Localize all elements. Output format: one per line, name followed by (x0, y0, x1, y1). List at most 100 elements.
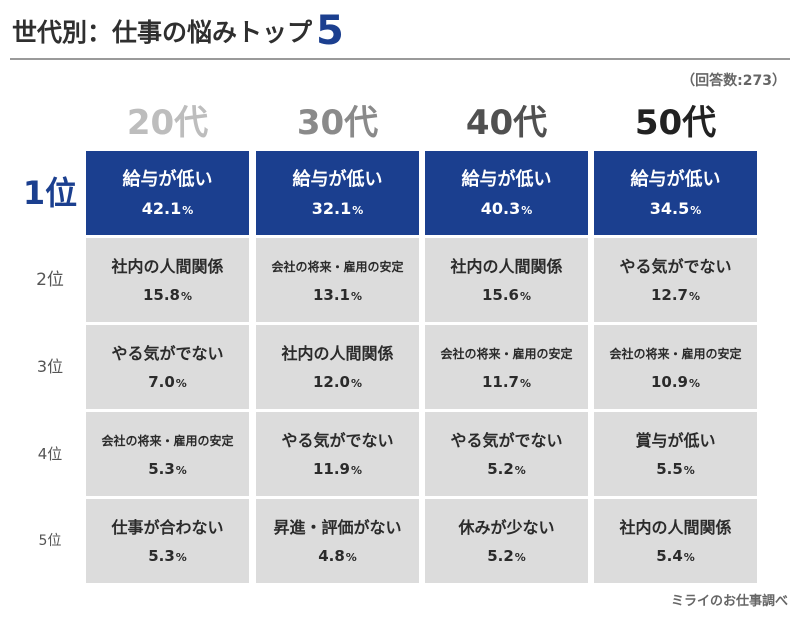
cell-label: やる気がでない (281, 431, 394, 450)
cell-value-number: 5.3 (148, 460, 175, 478)
page-title: 世代別：仕事の悩みトップ 5 (12, 8, 344, 54)
cell-value: 42.1% (142, 199, 194, 218)
cell-value-number: 5.4 (656, 547, 683, 565)
cell-value-unit: % (350, 290, 363, 303)
cell-value-unit: % (350, 464, 363, 477)
rank-label-4: 4位 (37, 445, 63, 463)
cell-value-unit: % (175, 551, 187, 564)
rank-label-2: 2位 (36, 270, 64, 290)
cell-value-unit: % (175, 377, 187, 390)
cell-rank2-col2: 会社の将来・雇用の安定 13.1% (256, 238, 419, 322)
cell-value-number: 13.1 (312, 286, 350, 304)
cell-value-unit: % (345, 551, 357, 564)
cell-label: 社内の人間関係 (281, 344, 394, 363)
cell-rank2-col4: やる気がでない 12.7% (594, 238, 757, 322)
cell-value: 13.1% (313, 286, 362, 304)
cell-label: 休みが少ない (458, 518, 555, 537)
cell-value-number: 10.9 (650, 373, 688, 391)
cell-label: 社内の人間関係 (450, 257, 563, 276)
cell-rank1-col2: 給与が低い 32.1% (256, 151, 419, 235)
cell-value: 4.8% (318, 547, 357, 565)
rank-label-5: 5位 (38, 533, 62, 549)
cell-value-number: 34.5 (649, 198, 690, 218)
cell-value-unit: % (175, 464, 187, 477)
cell-label: 会社の将来・雇用の安定 (609, 347, 742, 361)
cell-rank5-col1: 仕事が合わない 5.3% (86, 499, 249, 583)
cell-label: 社内の人間関係 (111, 257, 224, 276)
cell-value: 15.8% (143, 286, 192, 304)
cell-value: 5.2% (487, 547, 526, 565)
cell-value: 5.4% (656, 547, 695, 565)
cell-value-unit: % (350, 377, 363, 390)
cell-label: 会社の将来・雇用の安定 (271, 260, 404, 274)
cell-rank1-col1: 給与が低い 42.1% (86, 151, 249, 235)
column-header-40s: 40代 (465, 103, 548, 143)
cell-value-number: 42.1 (141, 198, 182, 218)
cell-value-unit: % (180, 290, 193, 303)
cell-value-unit: % (683, 551, 695, 564)
cell-rank3-col1: やる気がでない 7.0% (86, 325, 249, 409)
cell-value: 11.7% (482, 373, 531, 391)
cell-value: 15.6% (482, 286, 531, 304)
column-header-30s: 30代 (296, 103, 379, 143)
cell-value-unit: % (352, 203, 364, 217)
cell-value-number: 4.8 (318, 547, 345, 565)
cell-value-unit: % (182, 203, 194, 217)
cell-value: 34.5% (650, 199, 702, 218)
cell-value: 32.1% (312, 199, 364, 218)
cell-value-number: 5.2 (487, 460, 514, 478)
cell-value-number: 40.3 (480, 198, 521, 218)
cell-value-number: 5.3 (148, 547, 175, 565)
cell-label: 給与が低い (122, 168, 213, 190)
cell-value: 5.3% (148, 547, 187, 565)
cell-value-unit: % (690, 203, 702, 217)
cell-rank4-col1: 会社の将来・雇用の安定 5.3% (86, 412, 249, 496)
cell-value: 5.5% (656, 460, 695, 478)
cell-value-number: 5.5 (656, 460, 683, 478)
cell-rank4-col4: 賞与が低い 5.5% (594, 412, 757, 496)
cell-label: やる気がでない (619, 257, 732, 276)
cell-rank2-col3: 社内の人間関係 15.6% (425, 238, 588, 322)
cell-value-unit: % (683, 464, 695, 477)
cell-label: 昇進・評価がない (273, 518, 402, 537)
cell-rank3-col4: 会社の将来・雇用の安定 10.9% (594, 325, 757, 409)
cell-value-number: 11.7 (481, 373, 519, 391)
cell-value-number: 12.7 (650, 286, 688, 304)
cell-label: やる気がでない (450, 431, 563, 450)
column-header-50s: 50代 (634, 103, 717, 143)
cell-value-number: 12.0 (312, 373, 350, 391)
cell-value-unit: % (519, 290, 532, 303)
title-divider (10, 58, 790, 60)
cell-value-unit: % (521, 203, 533, 217)
source-credit: ミライのお仕事調べ (670, 594, 788, 609)
cell-rank4-col2: やる気がでない 11.9% (256, 412, 419, 496)
cell-value-unit: % (514, 464, 526, 477)
cell-value-number: 11.9 (312, 460, 350, 478)
cell-value: 10.9% (651, 373, 700, 391)
cell-value-unit: % (688, 290, 701, 303)
cell-label: 会社の将来・雇用の安定 (101, 434, 234, 448)
cell-label: 給与が低い (461, 168, 552, 190)
cell-rank3-col2: 社内の人間関係 12.0% (256, 325, 419, 409)
cell-value: 40.3% (481, 199, 533, 218)
cell-value-number: 32.1 (311, 198, 352, 218)
cell-value-number: 15.6 (481, 286, 519, 304)
cell-label: 給与が低い (292, 168, 383, 190)
cell-value: 12.7% (651, 286, 700, 304)
cell-label: やる気がでない (111, 344, 224, 363)
cell-rank2-col1: 社内の人間関係 15.8% (86, 238, 249, 322)
cell-label: 仕事が合わない (111, 518, 224, 537)
cell-value: 5.3% (148, 460, 187, 478)
rank-label-3: 3位 (36, 357, 64, 376)
cell-value-unit: % (688, 377, 701, 390)
column-header-20s: 20代 (126, 103, 209, 143)
cell-rank1-col4: 給与が低い 34.5% (594, 151, 757, 235)
cell-rank1-col3: 給与が低い 40.3% (425, 151, 588, 235)
cell-rank5-col4: 社内の人間関係 5.4% (594, 499, 757, 583)
title-number: 5 (316, 8, 344, 54)
cell-value-number: 5.2 (487, 547, 514, 565)
cell-value: 12.0% (313, 373, 362, 391)
cell-rank4-col3: やる気がでない 5.2% (425, 412, 588, 496)
title-text: 世代別：仕事の悩みトップ (12, 18, 313, 47)
cell-label: 会社の将来・雇用の安定 (440, 347, 573, 361)
